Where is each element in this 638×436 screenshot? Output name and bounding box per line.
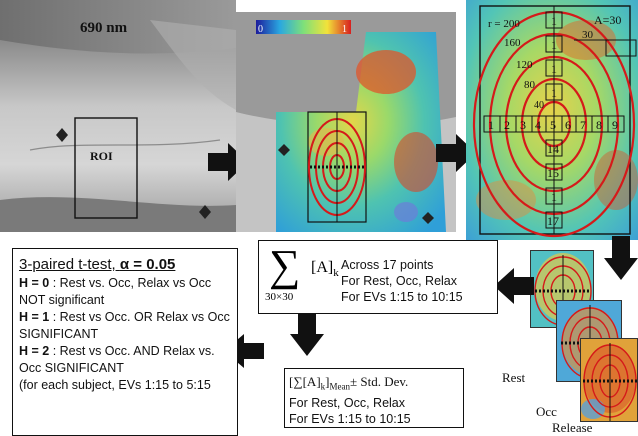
colorbar-min-label: 0 <box>258 24 263 35</box>
grid-column-number: 1 <box>551 62 557 76</box>
radius-label: 120 <box>516 59 533 71</box>
sum-line-1: Across 17 points <box>341 258 434 272</box>
ttest-title: 3-paired t-test, α = 0.05 <box>19 255 231 275</box>
ttest-note: (for each subject, EVs 1:15 to 5:15 <box>19 378 211 392</box>
colormap-overlay-graphic: 0 1 <box>236 12 456 232</box>
stack-label-rest: Rest <box>502 370 526 385</box>
sum-line-3: For EVs 1:15 to 10:15 <box>341 290 463 304</box>
mean-formula-suffix: ± Std. Dev. <box>350 374 409 389</box>
grid-column-number: 17 <box>547 214 559 228</box>
sum-term-main: [A] <box>311 259 334 276</box>
grid-row-number: 5 <box>550 118 556 132</box>
ttest-h2: H = 2 : Rest vs Occ. AND Relax vs. Occ S… <box>19 343 231 377</box>
summation-box: ∑ [A]k 30×30 Across 17 points For Rest, … <box>258 240 498 314</box>
ttest-h2-key: H = 2 <box>19 344 50 358</box>
stack-label-release: Release <box>552 420 593 435</box>
grid-column-number: 1 <box>551 14 557 28</box>
stack-label-occ: Occ <box>536 404 557 419</box>
angle-label: A=30 <box>594 13 621 27</box>
grid-row-number: 9 <box>612 118 618 132</box>
mean-line-2: For Rest, Occ, Relax <box>289 395 405 410</box>
radius-label: 80 <box>524 79 536 91</box>
sum-symbol: ∑ <box>269 241 301 290</box>
angle-small-label: 30 <box>582 29 594 41</box>
mean-formula: [∑[A]k]Mean± Std. Dev. <box>289 374 459 395</box>
ttest-alpha: α = 0.05 <box>119 256 176 273</box>
ttest-h0-key: H = 0 <box>19 276 50 290</box>
radius-label: 160 <box>504 37 521 49</box>
grid-column-number: 1 <box>551 38 557 52</box>
radius-label: r = 200 <box>488 18 520 30</box>
ttest-h1-key: H = 1 <box>19 310 50 324</box>
ttest-h0: H = 0 : Rest vs. Occ, Relax vs Occ NOT s… <box>19 275 231 309</box>
mean-formula-subscript: k <box>320 381 326 392</box>
grayscale-wrist-graphic: 690 nm ROI <box>0 0 236 232</box>
mean-line-3: For EVs 1:15 to 10:15 <box>289 411 411 426</box>
radial-grid-graphic: r = 200 160 120 80 40 A=30 30 1 2 3 4 5 … <box>466 0 638 240</box>
ttest-h1-text: : Rest vs Occ. OR Relax vs Occ SIGNIFICA… <box>19 310 230 341</box>
sum-term-subscript: k <box>333 267 339 280</box>
mean-formula-mean: Mean <box>329 381 351 392</box>
ttest-h0-text: : Rest vs. Occ, Relax vs Occ NOT signifi… <box>19 276 212 307</box>
grid-column-number: 14 <box>547 142 559 156</box>
down-arrow-icon <box>604 236 638 280</box>
sum-subscript: 30×30 <box>265 291 294 303</box>
left-arrow-icon <box>494 268 534 304</box>
ttest-box: 3-paired t-test, α = 0.05 H = 0 : Rest v… <box>12 248 238 436</box>
roi-label: ROI <box>90 149 113 163</box>
ttest-h2-text: : Rest vs Occ. AND Relax vs. Occ SIGNIFI… <box>19 344 215 375</box>
down-arrow-icon <box>290 314 324 356</box>
sum-term: [A]k <box>311 259 339 279</box>
grid-row-number: 2 <box>504 118 510 132</box>
grid-row-number: 6 <box>565 118 571 132</box>
radius-label: 40 <box>534 100 544 111</box>
grid-column-number: 1 <box>551 190 557 204</box>
mean-formula-close: ] <box>325 374 330 389</box>
ttest-h1: H = 1 : Rest vs Occ. OR Relax vs Occ SIG… <box>19 309 231 343</box>
grid-column-number: 15 <box>547 166 559 180</box>
radial-grid-panel: r = 200 160 120 80 40 A=30 30 1 2 3 4 5 … <box>466 0 638 240</box>
sum-line-2: For Rest, Occ, Relax <box>341 274 457 288</box>
sum-description: Across 17 points For Rest, Occ, Relax Fo… <box>341 257 463 305</box>
grid-row-number: 3 <box>520 118 526 132</box>
stack-image-release <box>580 338 638 422</box>
mean-formula-prefix: [∑[A] <box>289 374 321 389</box>
wavelength-label: 690 nm <box>80 20 128 36</box>
grid-row-number: 8 <box>596 118 602 132</box>
colorbar-max-label: 1 <box>342 24 347 35</box>
mean-std-box: [∑[A]k]Mean± Std. Dev. For Rest, Occ, Re… <box>284 368 464 428</box>
grid-column-number: 1 <box>551 86 557 100</box>
grid-row-number: 1 <box>488 118 494 132</box>
ttest-title-prefix: 3-paired t-test, <box>19 256 120 273</box>
grayscale-wrist-image: 690 nm ROI <box>0 0 236 232</box>
grid-row-number: 7 <box>580 118 586 132</box>
stack-release-graphic <box>581 339 637 421</box>
grid-row-number: 4 <box>535 118 541 132</box>
colormap-overlay-image: 0 1 <box>236 12 456 232</box>
